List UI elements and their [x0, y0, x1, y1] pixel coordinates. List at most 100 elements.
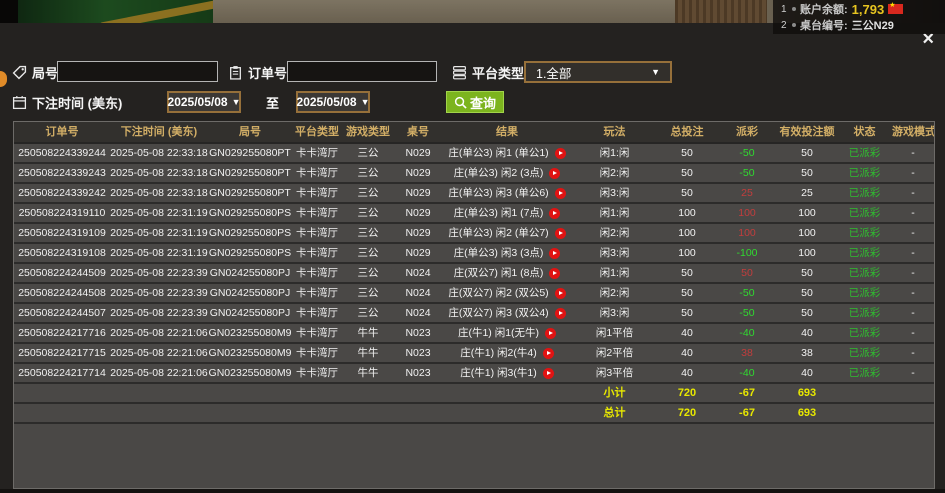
cell-bet-time: 2025-05-08 22:31:19 — [110, 247, 208, 259]
cell-status: 已派彩 — [848, 247, 881, 259]
cell-table-no: N029 — [405, 207, 431, 219]
bet-time-label-group: 下注时间 (美东) — [12, 91, 122, 113]
cell-play: 闲3:闲 — [599, 247, 630, 259]
play-video-icon[interactable] — [545, 327, 557, 339]
play-triangle-icon — [553, 211, 558, 215]
cell-valid-bet: 50 — [801, 167, 813, 179]
cell-order-id: 250508224244509 — [18, 267, 106, 279]
currency-flag-icon: ★ — [888, 2, 904, 14]
cell-platform: 卡卡湾厅 — [296, 267, 338, 279]
bet-records-table: 订单号 下注时间 (美东) 局号 平台类型 游戏类型 桌号 结果 玩法 总投注 派彩 有效投注额 状态… — [13, 121, 935, 489]
cell-result: 庄(牛1) 闲2(牛4) — [442, 344, 572, 362]
table-header-row: 订单号 下注时间 (美东) 局号 平台类型 游戏类型 桌号 结果 玩法 总投注 派彩 有效投注额 状态… — [14, 122, 934, 144]
cell-bet-time: 2025-05-08 22:33:18 — [110, 187, 208, 199]
play-video-icon[interactable] — [542, 367, 554, 379]
cell-table-no: N023 — [405, 367, 431, 379]
table-body: 250508224339244 2025-05-08 22:33:18 GN0292… — [14, 144, 934, 424]
date-from-picker[interactable]: 2025/05/08 ▼ — [167, 91, 241, 113]
side-handle[interactable] — [0, 71, 7, 87]
play-video-icon[interactable] — [549, 207, 561, 219]
cell-bet-time: 2025-05-08 22:23:39 — [110, 267, 208, 279]
cell-total-bet: 40 — [681, 367, 693, 379]
cell-mode: - — [911, 207, 915, 219]
column-header: 派彩 — [736, 126, 758, 138]
play-video-icon[interactable] — [554, 227, 566, 239]
play-video-icon[interactable] — [554, 187, 566, 199]
cell-platform: 卡卡湾厅 — [296, 187, 338, 199]
cell-platform: 卡卡湾厅 — [296, 307, 338, 319]
cell-game-type: 三公 — [357, 187, 379, 199]
cell-bet-time: 2025-05-08 22:21:06 — [110, 347, 208, 359]
result-text: 庄(单公3) 闲3 (3点) — [453, 247, 544, 259]
cell-result: 庄(单公3) 闲2 (3点) — [442, 164, 572, 182]
result-text: 庄(双公7) 闲1 (8点) — [453, 267, 544, 279]
cell-round-id: GN024255080PJ — [209, 267, 291, 279]
cell-payout: -40 — [739, 327, 755, 339]
cell-play: 闲1:闲 — [599, 147, 630, 159]
search-icon — [454, 96, 467, 109]
date-to-picker[interactable]: 2025/05/08 ▼ — [296, 91, 370, 113]
server-stack-icon — [453, 65, 466, 79]
cell-platform: 卡卡湾厅 — [296, 167, 338, 179]
cell-game-type: 三公 — [357, 247, 379, 259]
cell-status: 已派彩 — [848, 307, 881, 319]
cell-total-bet: 50 — [681, 147, 693, 159]
cell-play: 闲3:闲 — [599, 307, 630, 319]
cell-round-id: GN029255080PT — [209, 147, 291, 159]
cell-mode: - — [911, 187, 915, 199]
cell-status: 已派彩 — [848, 367, 881, 379]
round-number-input[interactable] — [57, 61, 218, 82]
play-video-icon[interactable] — [549, 167, 561, 179]
cell-play: 闲1:闲 — [599, 207, 630, 219]
cell-platform: 卡卡湾厅 — [296, 247, 338, 259]
platform-type-label: 平台类型 — [472, 65, 525, 81]
play-video-icon[interactable] — [554, 147, 566, 159]
cell-valid-bet: 100 — [798, 227, 816, 239]
date-to-value: 2025/05/08 — [296, 95, 357, 109]
cell-mode: - — [911, 147, 915, 159]
play-video-icon[interactable] — [549, 247, 561, 259]
cell-bet-time: 2025-05-08 22:33:18 — [110, 167, 208, 179]
column-header: 游戏模式 — [892, 126, 934, 138]
play-triangle-icon — [558, 291, 563, 295]
round-number-label: 局号 — [32, 65, 59, 81]
cell-platform: 卡卡湾厅 — [296, 227, 338, 239]
play-video-icon[interactable] — [542, 347, 554, 359]
bg-wood-pillar — [675, 0, 767, 23]
cell-table-no: N024 — [405, 267, 431, 279]
cell-total-bet: 50 — [681, 267, 693, 279]
total-row-cell-payout: -67 — [739, 407, 755, 419]
balance-label: 账户余额: — [800, 4, 848, 16]
order-number-input[interactable] — [287, 61, 437, 82]
cell-play: 闲2平倍 — [595, 347, 634, 359]
play-video-icon[interactable] — [554, 287, 566, 299]
column-header: 玩法 — [603, 126, 626, 138]
cell-payout: -50 — [739, 147, 755, 159]
subtotal-row-cell-round-id — [208, 384, 292, 402]
platform-type-select[interactable]: 1.全部 ▼ — [524, 61, 672, 83]
cell-mode: - — [911, 367, 915, 379]
list-index-2: 2 — [781, 19, 787, 31]
cell-valid-bet: 50 — [801, 267, 813, 279]
game-background-strip — [0, 0, 945, 23]
cell-valid-bet: 38 — [801, 347, 813, 359]
total-row-cell-status — [837, 404, 892, 422]
cell-table-no: N029 — [405, 167, 431, 179]
cell-order-id: 250508224217716 — [18, 327, 106, 339]
play-triangle-icon — [558, 151, 563, 155]
cell-result: 庄(单公3) 闲1 (单公1) — [442, 144, 572, 162]
total-row-cell-play: 总计 — [603, 407, 626, 419]
query-button[interactable]: 查询 — [446, 91, 505, 113]
cell-order-id: 250508224244507 — [18, 307, 106, 319]
cell-status: 已派彩 — [848, 207, 881, 219]
cell-valid-bet: 100 — [798, 247, 816, 259]
cell-platform: 卡卡湾厅 — [296, 207, 338, 219]
play-video-icon[interactable] — [549, 267, 561, 279]
play-video-icon[interactable] — [554, 307, 566, 319]
close-icon[interactable]: × — [922, 28, 934, 50]
cell-platform: 卡卡湾厅 — [296, 147, 338, 159]
cell-platform: 卡卡湾厅 — [296, 287, 338, 299]
table-row: 250508224339244 2025-05-08 22:33:18 GN0292… — [14, 144, 934, 164]
cell-game-type: 三公 — [357, 207, 379, 219]
round-number-label-group: 局号 — [12, 61, 58, 83]
